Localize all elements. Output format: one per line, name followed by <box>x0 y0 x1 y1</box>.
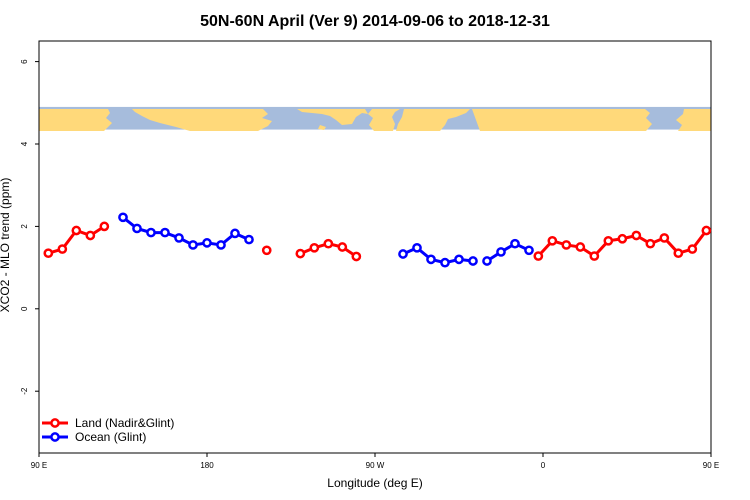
data-point-land <box>547 235 558 246</box>
x-tick-label: 90 E <box>31 461 47 470</box>
x-tick-label: 0 <box>541 461 546 470</box>
data-point-land <box>645 238 656 249</box>
data-point-ocean <box>230 228 240 239</box>
legend: Land (Nadir&Glint)Ocean (Glint) <box>42 416 174 444</box>
data-point-ocean <box>426 254 436 265</box>
x-tick-label: 90 E <box>703 461 719 470</box>
y-tick-label: 2 <box>20 224 29 229</box>
series-layer <box>43 212 712 268</box>
series-line-ocean <box>122 216 250 247</box>
data-point-ocean <box>118 212 128 223</box>
series-land <box>43 221 712 262</box>
data-point-ocean <box>174 233 184 243</box>
data-point-land <box>561 240 572 250</box>
x-axis-label: Longitude (deg E) <box>327 476 422 490</box>
data-point-land <box>43 248 54 259</box>
data-point-ocean <box>160 227 170 238</box>
data-point-land <box>533 251 544 261</box>
data-point-land <box>99 221 110 232</box>
legend-label-land: Land (Nadir&Glint) <box>75 416 174 430</box>
data-point-land <box>337 242 348 252</box>
data-point-land <box>701 225 712 236</box>
legend-label-ocean: Ocean (Glint) <box>75 430 146 444</box>
data-point-land <box>309 242 320 253</box>
data-point-land <box>261 245 272 256</box>
data-point-land <box>71 225 82 236</box>
y-tick-label: -2 <box>20 387 29 395</box>
data-point-ocean <box>132 223 142 234</box>
series-ocean <box>118 212 534 268</box>
y-axis: -2 0 2 4 6 <box>20 59 39 395</box>
y-axis-label: XCO2 - MLO trend (ppm) <box>0 178 12 313</box>
data-point-ocean <box>188 240 198 250</box>
data-point-land <box>85 230 96 241</box>
data-point-land <box>631 230 642 241</box>
data-point-land <box>323 238 334 249</box>
data-point-ocean <box>440 257 450 268</box>
plot-frame <box>38 40 712 454</box>
data-point-land <box>57 244 68 254</box>
data-point-land <box>617 233 628 244</box>
x-tick-label: 90 W <box>366 461 385 470</box>
data-point-ocean <box>524 245 534 256</box>
y-tick-label: 4 <box>20 141 29 146</box>
data-point-land <box>603 235 614 246</box>
data-point-land <box>687 244 698 254</box>
data-point-ocean <box>146 227 156 238</box>
chart-title: 50N-60N April (Ver 9) 2014-09-06 to 2018… <box>200 13 550 30</box>
data-point-ocean <box>454 254 464 265</box>
data-point-land <box>575 242 586 252</box>
legend-marker-ocean <box>50 432 60 442</box>
legend-marker-land <box>50 418 60 428</box>
data-point-land <box>659 233 670 243</box>
data-point-ocean <box>244 234 254 245</box>
x-tick-label: 180 <box>200 461 214 470</box>
x-axis: 90 E 180 90 W 0 90 E <box>31 453 719 470</box>
data-point-ocean <box>216 240 226 250</box>
data-point-land <box>351 251 362 262</box>
data-point-ocean <box>412 242 422 253</box>
data-point-ocean <box>510 238 520 249</box>
series-line-ocean <box>486 242 530 263</box>
map-land <box>39 109 711 131</box>
data-point-land <box>295 248 306 259</box>
data-point-land <box>673 248 684 259</box>
map-strip <box>39 106 711 131</box>
y-tick-label: 6 <box>20 59 29 64</box>
data-point-ocean <box>496 247 506 257</box>
data-point-ocean <box>398 249 408 259</box>
y-tick-label: 0 <box>20 306 29 311</box>
data-point-land <box>589 251 600 261</box>
data-point-ocean <box>482 256 492 266</box>
data-point-ocean <box>468 256 478 266</box>
data-point-ocean <box>202 238 212 248</box>
